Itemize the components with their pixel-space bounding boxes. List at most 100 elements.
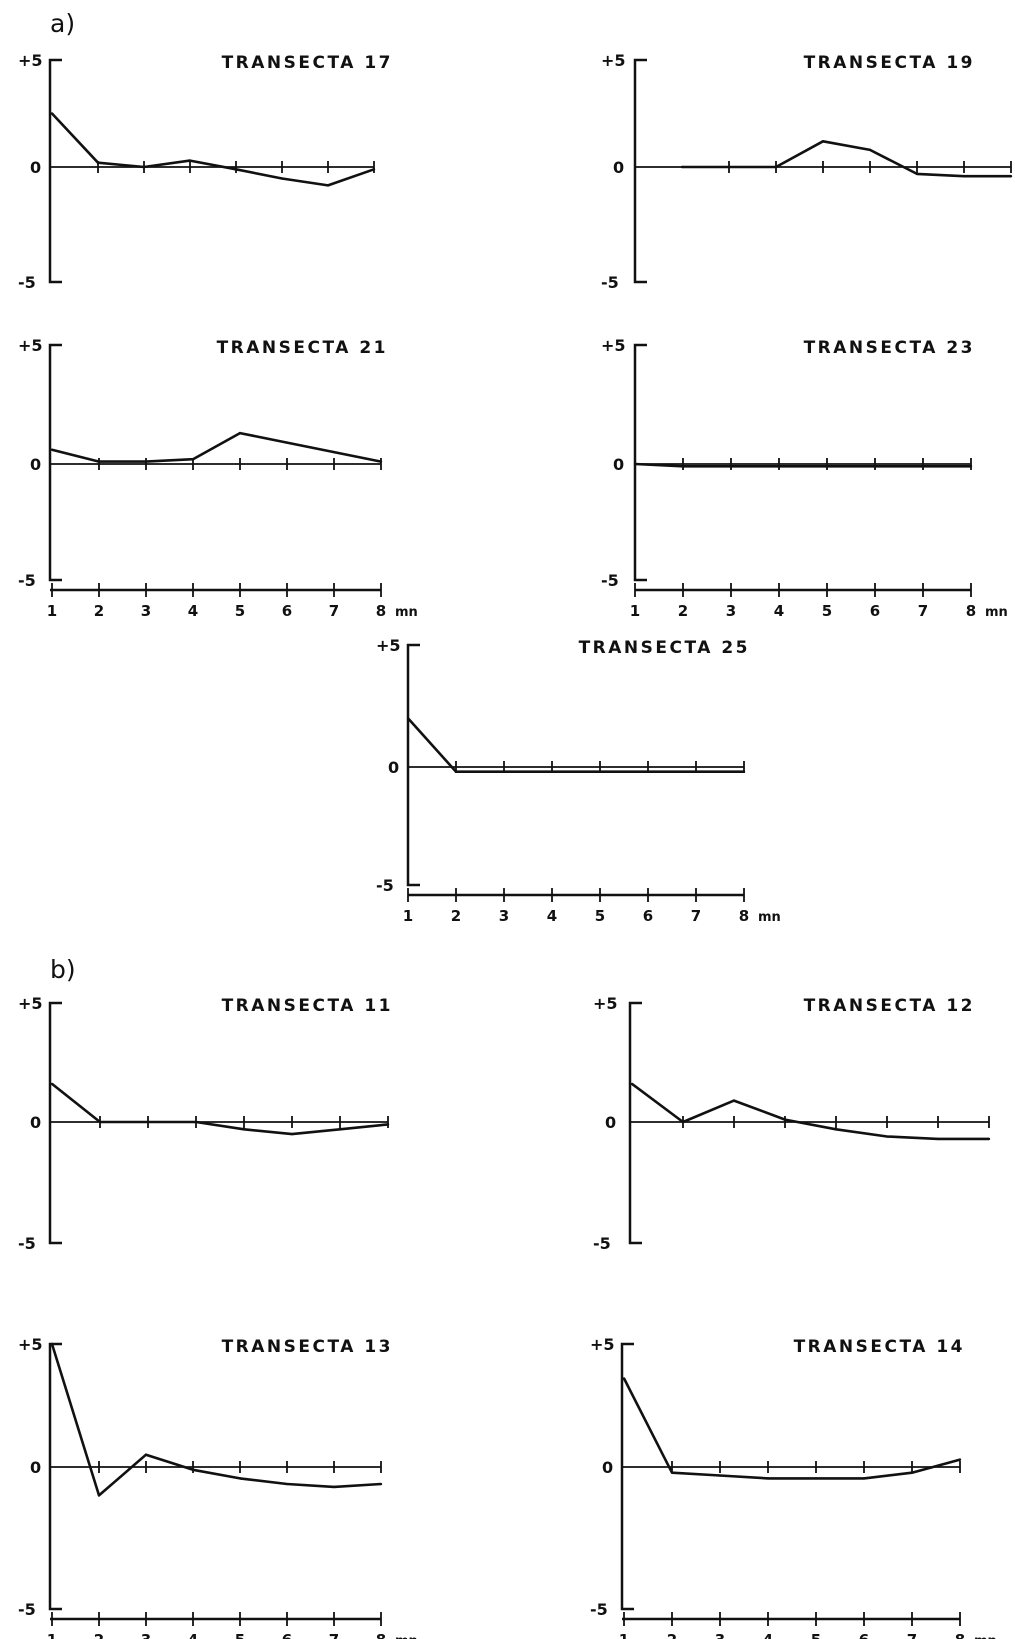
y-tick-label: -5 [601,273,619,292]
y-tick-label: 0 [613,455,624,474]
data-point [718,1474,722,1477]
x-tick-label: 1 [47,602,57,620]
x-tick-label: 6 [870,602,880,620]
x-axis-unit: mn [395,605,418,620]
x-tick-label: 5 [235,1631,245,1639]
x-tick-label: 4 [547,907,557,925]
y-axis [633,343,647,582]
x-tick-label: 5 [811,1631,821,1639]
x-tick-label: 6 [643,907,653,925]
data-point [633,462,637,466]
x-axis-unit: mn [395,1634,418,1639]
data-point [646,770,650,773]
data-point [670,1471,674,1474]
y-tick-label: -5 [593,1234,611,1253]
x-tick-label: 8 [955,1631,965,1639]
data-point [766,1477,770,1480]
x-tick-label: 7 [918,602,928,620]
x-tick-label: 1 [47,1631,57,1639]
data-point [774,165,778,169]
data-point [732,1099,736,1102]
y-tick-label: 0 [30,1458,41,1477]
data-point [681,465,685,468]
x-tick-label: 3 [499,907,509,925]
chart-title: TRANSECTA 13 [222,1337,393,1357]
chart-title: TRANSECTA 17 [222,53,393,73]
data-point [681,1120,685,1124]
chart-title: TRANSECTA 12 [804,996,975,1016]
data-point [50,1082,54,1086]
chart-panel: TRANSECTA 21 +5 0 -5 1 2 3 4 5 6 7 8 mn [18,336,418,620]
x-tick-label: 6 [282,1631,292,1639]
data-point [406,717,410,720]
data-point [694,770,698,773]
data-point [234,168,238,171]
y-tick-label: 0 [388,758,399,777]
chart-panel: TRANSECTA 23 +5 0 -5 1 2 3 4 5 6 7 8 mn [601,336,1008,620]
data-point [550,770,554,773]
y-tick-label: -5 [601,571,619,590]
data-point [868,148,872,152]
data-point [290,1132,294,1136]
x-tick-label: 4 [188,602,198,620]
x-tick-label: 2 [678,602,688,620]
x-tick-label: 1 [619,1631,629,1639]
x-tick-label: 7 [329,602,339,620]
data-point [98,1120,102,1124]
chart-panel: TRANSECTA 25 +5 0 -5 1 2 3 4 5 6 7 8 mn [376,636,781,925]
y-tick-label: +5 [18,51,43,70]
data-point [386,1123,390,1126]
y-tick-label: -5 [18,1600,36,1619]
data-point [885,1135,889,1138]
x-tick-label: 3 [141,1631,151,1639]
chart-panel: TRANSECTA 17 +5 0 -5 [18,51,393,292]
chart-panel: TRANSECTA 12 +5 0 -5 [593,994,991,1253]
chart-panel: TRANSECTA 19 +5 0 -5 [601,51,1013,292]
data-point [502,770,506,773]
x-tick-label: 3 [726,602,736,620]
data-point [873,465,877,468]
data-point [958,1458,962,1461]
x-axis-unit: mn [974,1634,997,1639]
section-label-b: b) [50,955,76,984]
y-axis [48,1001,62,1245]
y-tick-label: -5 [18,273,36,292]
y-tick-label: 0 [605,1113,616,1132]
y-tick-label: 0 [613,158,624,177]
x-tick-label: 7 [329,1631,339,1639]
data-point [372,168,376,171]
data-point [338,1128,342,1131]
x-axis-unit: mn [985,605,1008,620]
data-point [622,1377,626,1380]
x-tick-label: 8 [376,1631,386,1639]
x-tick-label: 3 [141,602,151,620]
data-point [191,458,195,461]
chart-title: TRANSECTA 14 [794,1337,965,1357]
data-point [454,770,458,773]
y-axis [48,343,62,582]
x-tick-label: 8 [966,602,976,620]
chart-panel: TRANSECTA 13 +5 0 -5 1 2 3 4 5 6 7 8 mn [18,1335,418,1639]
data-point [825,465,829,468]
data-point [332,1485,336,1489]
y-tick-label: 0 [30,158,41,177]
y-tick-label: +5 [18,1335,43,1354]
data-point [280,177,284,180]
x-tick-label: 5 [595,907,605,925]
data-point [194,1120,198,1124]
data-point [142,165,146,169]
chart-title: TRANSECTA 21 [217,338,388,358]
data-point [144,1453,148,1456]
x-tick-label: 8 [376,602,386,620]
data-point [50,1342,54,1346]
y-tick-label: +5 [593,994,618,1013]
x-tick-label: 1 [403,907,413,925]
y-axis [633,58,647,284]
data-point [97,1494,101,1497]
data-point [962,175,966,178]
y-tick-label: +5 [376,636,401,655]
x-axis-unit: mn [758,910,781,925]
data-point [814,1477,818,1480]
x-tick-label: 4 [188,1631,198,1639]
